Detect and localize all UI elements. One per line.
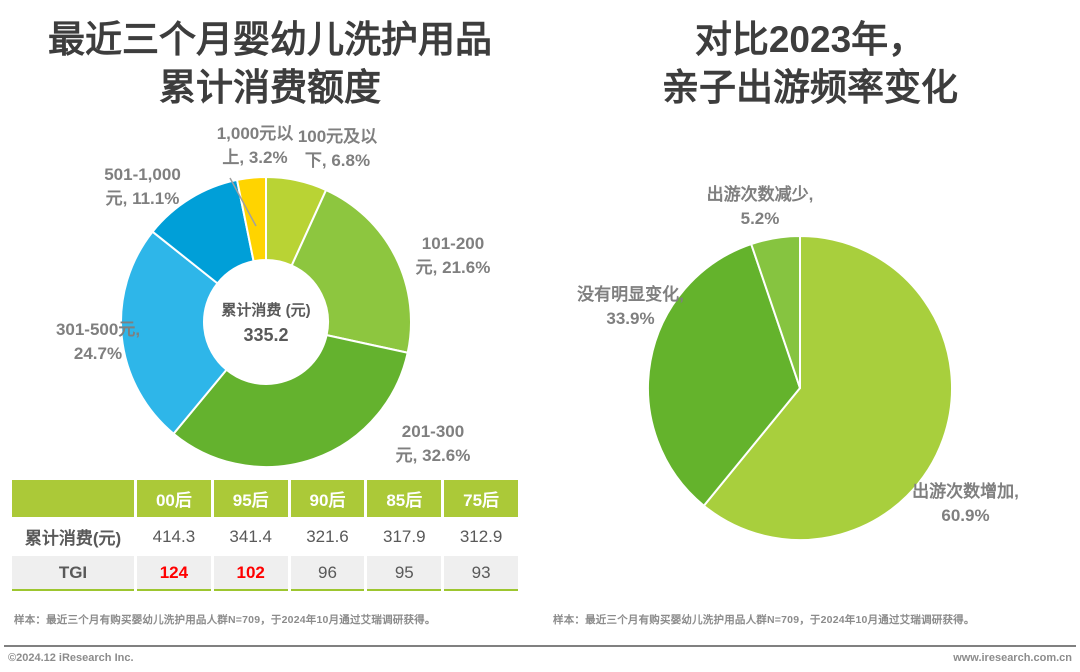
left-chart-title-line2: 累计消费额度 xyxy=(159,67,381,108)
table-cell-spend-75s: 312.9 xyxy=(444,519,518,554)
pie-segment xyxy=(702,235,953,541)
donut-center-value: 335.2 xyxy=(243,325,289,345)
segment-label-1000-plus: 1,000元以 上, 3.2% xyxy=(216,124,294,167)
table-header-cell-90s: 90后 xyxy=(290,480,365,517)
right-chart-panel: 对比2023年， 亲子出游频率变化 出游次数减少, 5.2% 没有明显变化, 3… xyxy=(540,0,1080,672)
table-header-cell-95s: 95后 xyxy=(213,480,288,517)
leader-line xyxy=(229,177,257,227)
sample-note-left: 样本：最近三个月有购买婴幼儿洗护用品人群N=709，于2024年10月通过艾瑞调… xyxy=(14,614,436,626)
segment-label-no-change: 没有明显变化, 33.9% xyxy=(577,285,684,328)
pie-segment xyxy=(750,235,801,389)
generation-comparison-table: 00后 95后 90后 85后 75后 累计消费(元) 414.3 341.4 … xyxy=(12,480,518,591)
table-cell-tgi-90s: 96 xyxy=(290,556,365,591)
donut-center-label: 累计消费 (元) xyxy=(221,302,311,319)
segment-label-301-500: 301-500元, 24.7% xyxy=(55,320,141,363)
table-header-cell-empty xyxy=(12,480,134,517)
table-cell-tgi-85s: 95 xyxy=(367,556,442,591)
table-cell-spend-00s: 414.3 xyxy=(137,519,211,554)
segment-label-increase: 出游次数增加, 60.9% xyxy=(912,482,1019,525)
segment-label-201-300: 201-300 元, 32.6% xyxy=(395,422,471,465)
sample-note-right: 样本：最近三个月有购买婴幼儿洗护用品人群N=709，于2024年10月通过艾瑞调… xyxy=(553,614,975,626)
pie-segment xyxy=(120,230,228,435)
segment-label-101-200: 101-200 元, 21.6% xyxy=(415,234,491,277)
segment-label-501-1000: 501-1,000 元, 11.1% xyxy=(104,165,181,208)
segment-label-decrease: 出游次数减少, 5.2% xyxy=(706,185,814,228)
left-chart-title-line1: 最近三个月婴幼儿洗护用品 xyxy=(48,19,492,60)
right-chart-title-line2: 亲子出游频率变化 xyxy=(662,67,958,108)
pie-chart xyxy=(647,235,953,541)
table-cell-tgi-00s: 124 xyxy=(137,556,211,591)
footer-website: www.iresearch.com.cn xyxy=(953,652,1072,664)
pie-segment xyxy=(647,243,801,507)
table-cell-tgi-95s: 102 xyxy=(213,556,288,591)
pie-segment xyxy=(290,189,412,354)
table-header-cell-00s: 00后 xyxy=(137,480,211,517)
table-cell-spend-95s: 341.4 xyxy=(213,519,288,554)
footer-divider xyxy=(4,645,1076,647)
footer-copyright: ©2024.12 iResearch Inc. xyxy=(8,652,134,664)
left-chart-title: 最近三个月婴幼儿洗护用品 累计消费额度 xyxy=(0,16,540,112)
donut-chart xyxy=(120,176,412,468)
right-chart-title: 对比2023年， 亲子出游频率变化 xyxy=(540,16,1080,112)
left-chart-panel: 最近三个月婴幼儿洗护用品 累计消费额度 累计消费 (元) 335.2 1,000… xyxy=(0,16,540,626)
table-cell-spend-90s: 321.6 xyxy=(290,519,365,554)
table-header-cell-85s: 85后 xyxy=(367,480,442,517)
segment-label-100-below: 100元及以 下, 6.8% xyxy=(297,127,378,170)
table-row-label-tgi: TGI xyxy=(12,556,134,591)
table-row-label-spend: 累计消费(元) xyxy=(12,519,134,554)
table-cell-spend-85s: 317.9 xyxy=(367,519,442,554)
table-cell-tgi-75s: 93 xyxy=(444,556,518,591)
right-chart-title-line1: 对比2023年， xyxy=(694,19,926,60)
pie-segment xyxy=(172,334,409,468)
donut-center-text: 累计消费 (元) 335.2 xyxy=(166,301,366,347)
table-header-cell-75s: 75后 xyxy=(444,480,518,517)
